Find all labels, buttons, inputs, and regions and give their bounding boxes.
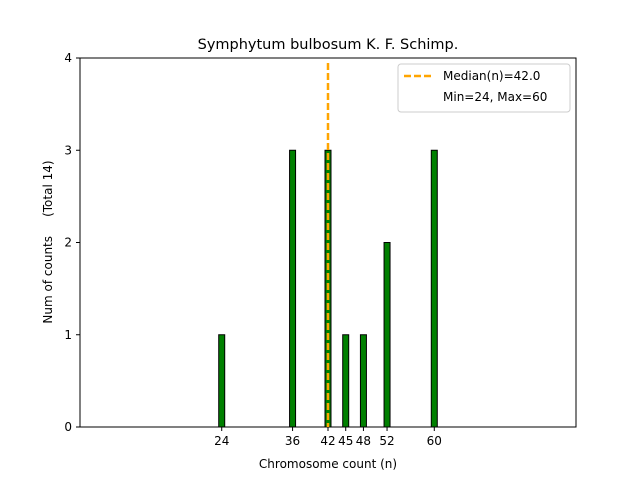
legend-entry-median: Median(n)=42.0 bbox=[443, 69, 540, 83]
x-tick-label-48: 48 bbox=[356, 434, 371, 448]
bar-36 bbox=[289, 149, 297, 428]
legend-frame bbox=[397, 63, 571, 113]
x-tick-label-45: 45 bbox=[338, 434, 353, 448]
x-tick-label-36: 36 bbox=[285, 434, 300, 448]
x-axis-label: Chromosome count (n) bbox=[259, 457, 397, 471]
x-tick-label-52: 52 bbox=[379, 434, 394, 448]
y-tick-label-3: 3 bbox=[64, 143, 72, 157]
bar-24 bbox=[218, 334, 226, 428]
bar-52 bbox=[383, 242, 391, 428]
x-tick-label-42: 42 bbox=[320, 434, 335, 448]
y-tick-label-0: 0 bbox=[64, 420, 72, 434]
bar-45 bbox=[342, 334, 350, 428]
bar-60 bbox=[430, 149, 438, 428]
x-ticks: 24 36 42 45 48 52 60 bbox=[214, 427, 442, 448]
chart-title: Symphytum bulbosum K. F. Schimp. bbox=[198, 37, 459, 53]
x-tick-label-60: 60 bbox=[427, 434, 442, 448]
y-tick-label-1: 1 bbox=[64, 328, 72, 342]
legend: Median(n)=42.0 Min=24, Max=60 bbox=[397, 63, 571, 113]
y-tick-label-4: 4 bbox=[64, 51, 72, 65]
x-tick-label-24: 24 bbox=[214, 434, 229, 448]
y-ticks: 0 1 2 3 4 bbox=[64, 51, 80, 434]
y-tick-label-2: 2 bbox=[64, 236, 72, 250]
legend-entry-minmax: Min=24, Max=60 bbox=[443, 90, 547, 104]
y-axis-label: Num of counts (Total 14) bbox=[41, 160, 55, 323]
bar-48 bbox=[359, 334, 367, 428]
